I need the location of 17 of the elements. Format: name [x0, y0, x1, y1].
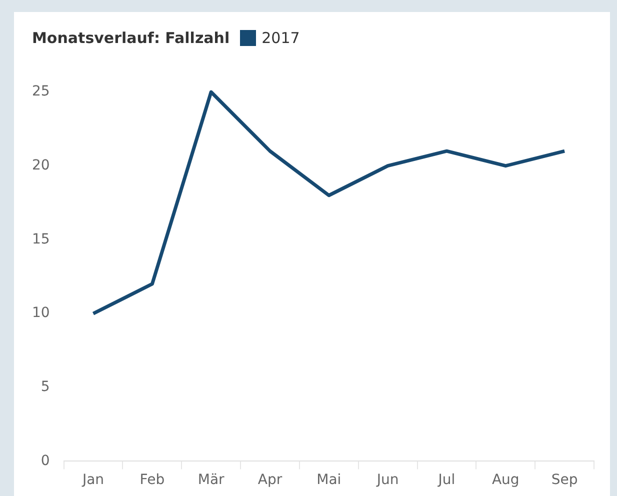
x-tick-label: Sep: [551, 472, 578, 488]
x-tick-label: Apr: [258, 472, 282, 488]
x-tick-label: Jan: [81, 472, 104, 488]
y-tick-label: 25: [32, 84, 50, 100]
y-tick-label: 10: [32, 305, 50, 322]
y-tick-label: 5: [40, 379, 50, 395]
x-tick-label: Mai: [316, 472, 342, 488]
chart-title: Monatsverlauf: Fallzahl: [32, 29, 230, 47]
y-tick-label: 20: [32, 157, 50, 174]
y-tick-label: 15: [32, 231, 50, 248]
x-tick-label: Aug: [492, 472, 520, 488]
x-tick-label: Jun: [376, 472, 399, 488]
y-tick-label: 0: [40, 452, 50, 469]
x-tick-label: Mär: [198, 472, 225, 488]
x-tick-label: Feb: [140, 472, 165, 488]
legend-label: 2017: [262, 29, 300, 47]
x-tick-label: Jul: [437, 472, 456, 488]
